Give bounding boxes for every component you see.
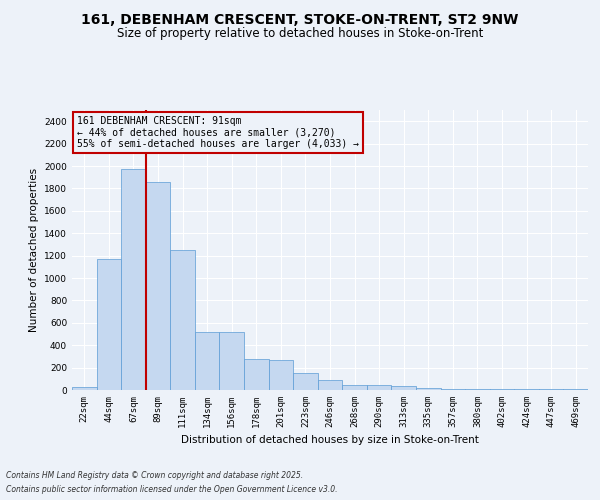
Bar — [121, 170, 146, 390]
Bar — [367, 385, 391, 390]
X-axis label: Distribution of detached houses by size in Stoke-on-Trent: Distribution of detached houses by size … — [181, 436, 479, 446]
Text: Size of property relative to detached houses in Stoke-on-Trent: Size of property relative to detached ho… — [117, 28, 483, 40]
Bar — [391, 386, 416, 390]
Text: 161 DEBENHAM CRESCENT: 91sqm
← 44% of detached houses are smaller (3,270)
55% of: 161 DEBENHAM CRESCENT: 91sqm ← 44% of de… — [77, 116, 359, 149]
Text: Contains public sector information licensed under the Open Government Licence v3: Contains public sector information licen… — [6, 485, 337, 494]
Bar — [490, 389, 514, 390]
Bar — [220, 332, 244, 390]
Bar — [97, 259, 121, 390]
Bar — [244, 359, 269, 390]
Bar — [440, 389, 465, 390]
Bar — [416, 388, 440, 390]
Text: Contains HM Land Registry data © Crown copyright and database right 2025.: Contains HM Land Registry data © Crown c… — [6, 471, 303, 480]
Bar — [293, 372, 318, 390]
Bar — [72, 387, 97, 390]
Bar — [342, 385, 367, 390]
Bar — [170, 250, 195, 390]
Bar — [146, 182, 170, 390]
Text: 161, DEBENHAM CRESCENT, STOKE-ON-TRENT, ST2 9NW: 161, DEBENHAM CRESCENT, STOKE-ON-TRENT, … — [82, 12, 518, 26]
Bar — [269, 360, 293, 390]
Y-axis label: Number of detached properties: Number of detached properties — [29, 168, 38, 332]
Bar — [195, 332, 220, 390]
Bar — [318, 380, 342, 390]
